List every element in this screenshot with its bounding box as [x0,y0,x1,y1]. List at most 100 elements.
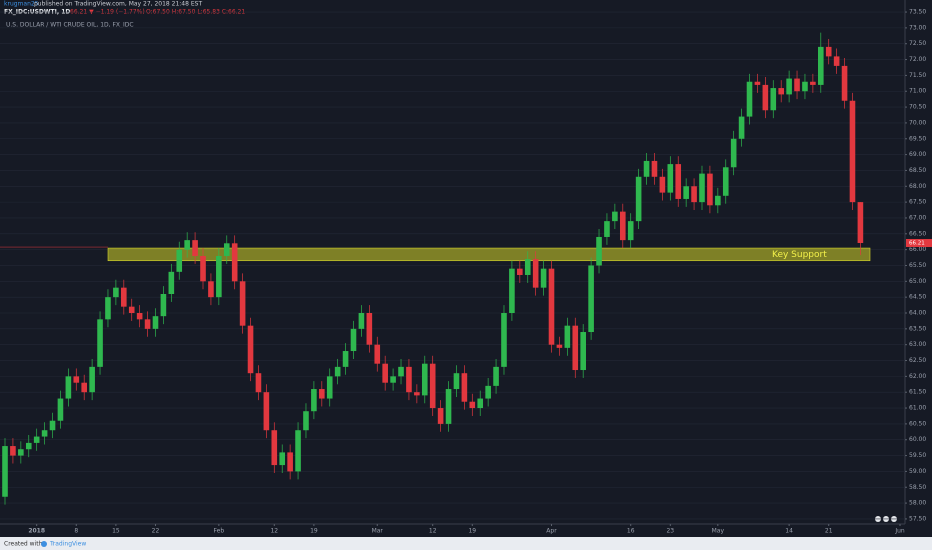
y-tick-label: 65.00 [909,278,926,285]
candle-body [469,401,476,409]
candle-body [627,221,634,241]
candle-body [524,259,531,275]
y-tick-label: 73.00 [909,24,926,31]
candle-body [65,376,72,399]
x-tick-label: Feb [214,528,225,535]
x-tick-label: 8 [74,528,78,535]
candle-body [477,398,484,409]
x-tick-label: 12 [270,528,278,535]
candle-body [596,236,602,266]
candle-body [667,164,674,193]
y-tick-label: 58.00 [909,500,926,507]
candle-body [429,363,436,409]
candle-body [540,268,547,288]
candle-body [532,259,539,288]
candle-body [778,88,784,95]
candle-body [160,293,167,317]
candle-body [10,446,16,456]
footer-created: Created with [4,541,43,548]
candle-body [176,249,183,272]
candle-body [18,449,24,456]
candle-body [366,313,373,345]
y-tick-label: 59.00 [909,468,926,475]
candle-body [421,363,428,396]
candle-body [168,271,175,294]
candles [2,32,864,505]
y-tick-label: 60.50 [909,420,926,427]
candle-body [311,389,317,412]
candle-body [2,446,8,497]
x-tick-label: 15 [112,528,120,535]
candle-body [604,221,610,237]
y-tick-label: 60.00 [909,436,926,443]
candle-body [136,313,143,320]
candle-body [794,78,800,92]
x-tick-label: 16 [627,528,635,535]
candle-body [548,268,555,345]
y-tick-label: 62.50 [909,357,926,364]
candle-body [699,173,705,203]
candle-body [192,240,198,256]
candle-body [825,46,832,57]
candle-body [121,287,127,307]
candle-body [770,88,777,111]
y-tick-label: 61.50 [909,389,926,396]
support-label: Key Support [772,250,827,260]
y-tick-label: 71.50 [909,72,926,79]
candle-body [223,243,230,256]
candle-body [762,84,769,111]
candle-body [231,243,238,282]
candle-body [334,366,341,377]
candle-body [255,373,262,393]
candle-body [445,389,452,424]
candle-body [635,176,642,222]
candle-body [144,319,151,329]
candle-body [326,376,333,399]
footer-brand: TradingView [49,541,86,548]
candle-body [414,392,420,396]
candle-body [105,297,111,320]
candle-body [691,186,697,203]
x-tick-label: 19 [310,528,318,535]
candle-body [382,363,388,383]
candle-body [247,325,254,374]
candle-body [683,186,689,199]
candle-body [453,373,460,390]
y-tick-label: 62.00 [909,373,926,380]
y-tick-label: 68.00 [909,183,926,190]
x-tick-label: 23 [666,528,674,535]
candle-body [390,376,396,383]
y-tick-label: 71.00 [909,88,926,95]
candle-body [643,160,650,177]
y-tick-label: 73.50 [909,9,926,16]
y-tick-label: 63.50 [909,325,926,332]
candle-body [612,211,618,222]
y-tick-label: 67.50 [909,199,926,206]
chart-background [0,0,932,537]
y-tick-label: 57.50 [909,515,926,522]
candle-body [216,255,222,298]
y-tick-label: 59.50 [909,452,926,459]
last-price-label: 66.21 [909,240,925,246]
candle-body [715,195,721,206]
candle-body [509,268,515,314]
candle-body [833,56,840,66]
candle-body [707,173,713,206]
candle-body [619,211,626,241]
candle-body [81,382,88,393]
y-tick-label: 64.00 [909,310,926,317]
candle-body [580,332,586,371]
candle-body [786,78,792,95]
candle-body [437,408,444,424]
candle-body [461,373,468,402]
x-tick-label: Apr [546,528,557,535]
y-tick-label: 66.50 [909,230,926,237]
candle-body [73,376,80,383]
x-tick-label: 21 [825,528,833,535]
candle-body [564,325,571,348]
candle-body [25,442,32,450]
candle-body [572,325,579,371]
candle-body [295,430,301,472]
candle-body [406,366,412,393]
candle-body [398,366,404,377]
